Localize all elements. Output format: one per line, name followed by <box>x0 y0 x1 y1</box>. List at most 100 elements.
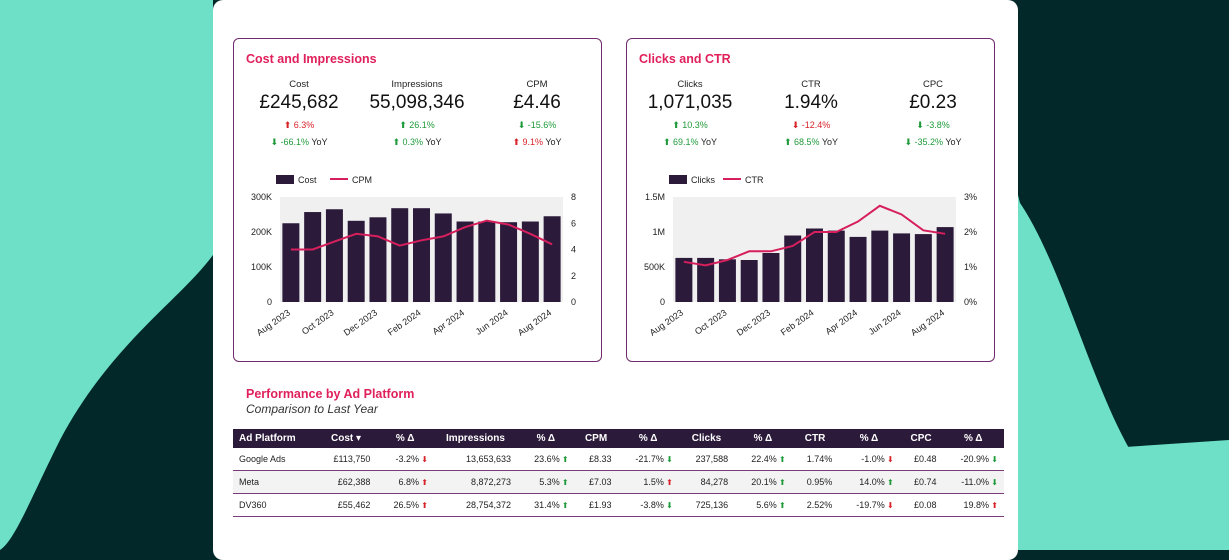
table-cell: 725,136 <box>678 493 735 517</box>
arrow-down-icon: ⬇ <box>989 455 998 464</box>
table-header-row: Ad Platform Cost ▾% Δ Impressions% Δ CPM% Δ… <box>233 429 1004 448</box>
kpi-label: Clicks <box>677 79 703 90</box>
table-cell: 2.52% <box>791 493 839 517</box>
table-cell: 84,278 <box>678 470 735 494</box>
x-tick-label: Feb 2024 <box>386 307 423 337</box>
table-cell: 1.5% ⬆ <box>617 470 679 494</box>
clicks-ctr-panel: Clicks and CTR Clicks 1,071,035 ⬆ 10.3% … <box>626 38 995 362</box>
chart-bar <box>347 220 365 302</box>
chart-bar <box>521 221 539 302</box>
arrow-down-icon: ⬇ <box>270 137 278 147</box>
kpi-yoy: ⬆ 68.5% YoY <box>783 137 839 147</box>
arrow-down-icon: ⬇ <box>791 120 800 130</box>
legend-label: Clicks <box>691 175 715 185</box>
arrow-up-icon: ⬆ <box>776 455 786 464</box>
x-tick-label: Aug 2024 <box>516 307 553 337</box>
chart-bar <box>718 259 736 302</box>
arrow-down-icon: ⬇ <box>904 137 912 147</box>
arrow-up-icon: ⬆ <box>559 455 569 464</box>
chart-bar <box>871 230 889 302</box>
chart-bar <box>762 253 780 302</box>
x-tick-label: Dec 2023 <box>735 307 772 337</box>
clicks-ctr-chart: Clicks CTR 0 500K 1M 1.5M 0% 1% 2% 3% Aug 2023 Oct … <box>644 175 977 338</box>
kpi-value: £4.46 <box>513 92 561 113</box>
kpi-cpm: CPM £4.46 ⬇ -15.6% ⬆ 9.1% YoY <box>482 79 592 148</box>
table-row: DV360 £55,462 26.5% ⬆ 28,754,372 31.4% ⬆ £1.9… <box>233 493 1004 517</box>
performance-table: Ad Platform Cost ▾% Δ Impressions% Δ CPM% Δ… <box>233 429 1004 517</box>
arrow-up-icon: ⬆ <box>392 137 400 147</box>
arrow-down-icon: ⬇ <box>517 120 526 130</box>
chart-bar <box>697 257 715 302</box>
table-cell: -1.0% ⬇ <box>838 448 900 471</box>
y-tick-label-right: 2 <box>571 271 576 281</box>
legend-swatch-bar <box>669 175 687 184</box>
kpi-delta: ⬇ -15.6% <box>517 120 557 130</box>
table-cell: £55,462 <box>315 493 377 517</box>
table-cell: £7.03 <box>574 470 618 494</box>
kpi-label: CPM <box>526 79 548 90</box>
chart-bar <box>893 233 911 302</box>
kpi-value: 1,071,035 <box>647 92 733 113</box>
performance-title: Performance by Ad Platform <box>246 387 415 401</box>
x-tick-label: Feb 2024 <box>779 307 816 337</box>
kpi-delta: ⬇ -12.4% <box>791 120 831 130</box>
kpi-yoy: ⬆ 69.1% YoY <box>662 137 718 147</box>
y-tick-label-left: 0 <box>267 297 272 307</box>
cost-cpm-chart: Cost CPM 0 100K 200K 300K 0 2 4 6 8 Aug 2023 Oct 202… <box>251 175 576 338</box>
table-column-header[interactable]: Cost ▾ <box>315 429 377 448</box>
kpi-delta: ⬆ 6.3% <box>283 120 315 130</box>
kpi-yoy: ⬇ -35.2% YoY <box>904 137 962 147</box>
table-cell: £62,388 <box>315 470 377 494</box>
table-column-header: CPC <box>899 429 943 448</box>
arrow-down-icon: ⬇ <box>884 455 894 464</box>
table-cell: 28,754,372 <box>433 493 517 517</box>
y-tick-label-right: 0% <box>964 297 977 307</box>
table-cell: -3.2% ⬇ <box>376 448 434 471</box>
arrow-up-icon: ⬆ <box>989 501 998 510</box>
y-tick-label-right: 2% <box>964 227 977 237</box>
arrow-up-icon: ⬆ <box>776 501 786 510</box>
table-cell: 22.4% ⬆ <box>734 448 792 471</box>
chart-bar <box>413 208 430 302</box>
chart-bar <box>369 217 387 302</box>
y-tick-label-left: 500K <box>644 262 665 272</box>
table-row: Google Ads £113,750 -3.2% ⬇ 13,653,633 23.6%… <box>233 448 1004 471</box>
legend-label: Cost <box>298 175 317 185</box>
table-cell: Meta <box>233 470 316 494</box>
kpi-ctr: CTR 1.94% ⬇ -12.4% ⬆ 68.5% YoY <box>756 79 866 148</box>
chart-bar <box>784 235 802 302</box>
table-cell: 6.8% ⬆ <box>376 470 434 494</box>
table-column-header: Ad Platform <box>233 429 316 448</box>
y-tick-label-right: 1% <box>964 262 977 272</box>
kpi-delta: ⬇ -3.8% <box>916 120 950 130</box>
x-tick-label: Jun 2024 <box>867 307 903 336</box>
arrow-up-icon: ⬆ <box>419 501 428 510</box>
kpi-cpc: CPC £0.23 ⬇ -3.8% ⬇ -35.2% YoY <box>878 79 988 148</box>
arrow-up-icon: ⬆ <box>512 137 520 147</box>
table-body: Google Ads £113,750 -3.2% ⬇ 13,653,633 23.6%… <box>233 448 1004 517</box>
performance-subtitle: Comparison to Last Year <box>246 402 378 416</box>
table-cell: 20.1% ⬆ <box>734 470 792 494</box>
table-column-header: % Δ <box>942 429 1004 448</box>
chart-bar <box>914 234 932 302</box>
kpi-cost: Cost £245,682 ⬆ 6.3% ⬇ -66.1% YoY <box>244 79 354 148</box>
arrow-down-icon: ⬇ <box>884 501 894 510</box>
x-tick-label: Aug 2023 <box>648 307 685 337</box>
table-cell: £113,750 <box>315 448 377 471</box>
table-cell: 19.8% ⬆ <box>942 493 1004 517</box>
panel-title: Clicks and CTR <box>639 52 731 66</box>
arrow-up-icon: ⬆ <box>283 120 292 130</box>
table-cell: 23.6% ⬆ <box>517 448 575 471</box>
arrow-up-icon: ⬆ <box>776 478 786 487</box>
arrow-up-icon: ⬆ <box>399 120 407 130</box>
arrow-down-icon: ⬇ <box>989 478 998 487</box>
legend-label: CTR <box>745 175 764 185</box>
kpi-value: 55,098,346 <box>369 92 465 113</box>
table-cell: 26.5% ⬆ <box>376 493 434 517</box>
y-tick-label-left: 1.5M <box>645 192 665 202</box>
arrow-down-icon: ⬇ <box>663 501 673 510</box>
table-column-header: % Δ <box>517 429 575 448</box>
y-tick-label-right: 6 <box>571 218 576 228</box>
table-cell: -19.7% ⬇ <box>838 493 900 517</box>
table-cell: 1.74% <box>791 448 839 471</box>
